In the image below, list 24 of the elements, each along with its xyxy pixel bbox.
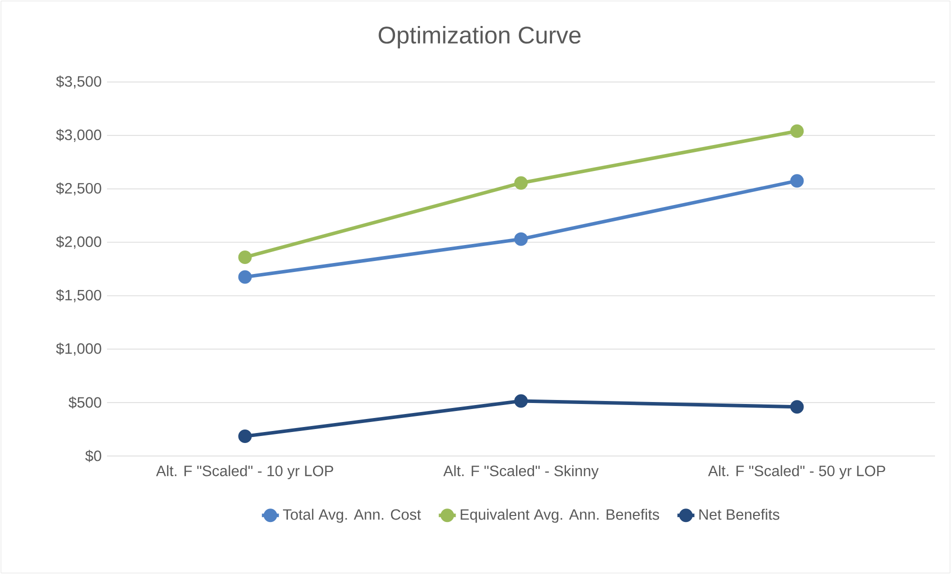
chart-title: Optimization Curve xyxy=(378,26,581,48)
point xyxy=(514,176,528,190)
legend-label: Equivalent Avg. Ann. Benefits xyxy=(460,508,660,523)
point xyxy=(514,394,528,408)
y-tick-label: $2,000 xyxy=(56,236,102,249)
y-tick-label: $0 xyxy=(85,450,102,462)
point xyxy=(790,400,804,414)
point xyxy=(238,250,252,264)
x-tick-label: Alt. F "Scaled" - Skinny xyxy=(443,465,599,480)
legend-label: Total Avg. Ann. Cost xyxy=(282,508,421,523)
legend-label: Net Benefits xyxy=(699,508,780,520)
y-tick-label: $1,000 xyxy=(56,342,102,356)
y-tick-label: $3,500 xyxy=(56,75,102,89)
y-tick-label: $3,000 xyxy=(56,128,102,142)
y-tick-label: $500 xyxy=(68,396,102,409)
point xyxy=(790,174,804,188)
point xyxy=(238,429,252,443)
y-tick-label: $2,500 xyxy=(56,182,102,196)
x-tick-label: Alt. F "Scaled" - 50 yr LOP xyxy=(708,465,886,480)
x-tick-label: Alt. F "Scaled" - 10 yr LOP xyxy=(156,465,334,480)
point xyxy=(514,232,528,246)
point xyxy=(790,124,804,138)
point xyxy=(238,270,252,284)
y-tick-label: $1,500 xyxy=(56,289,102,302)
